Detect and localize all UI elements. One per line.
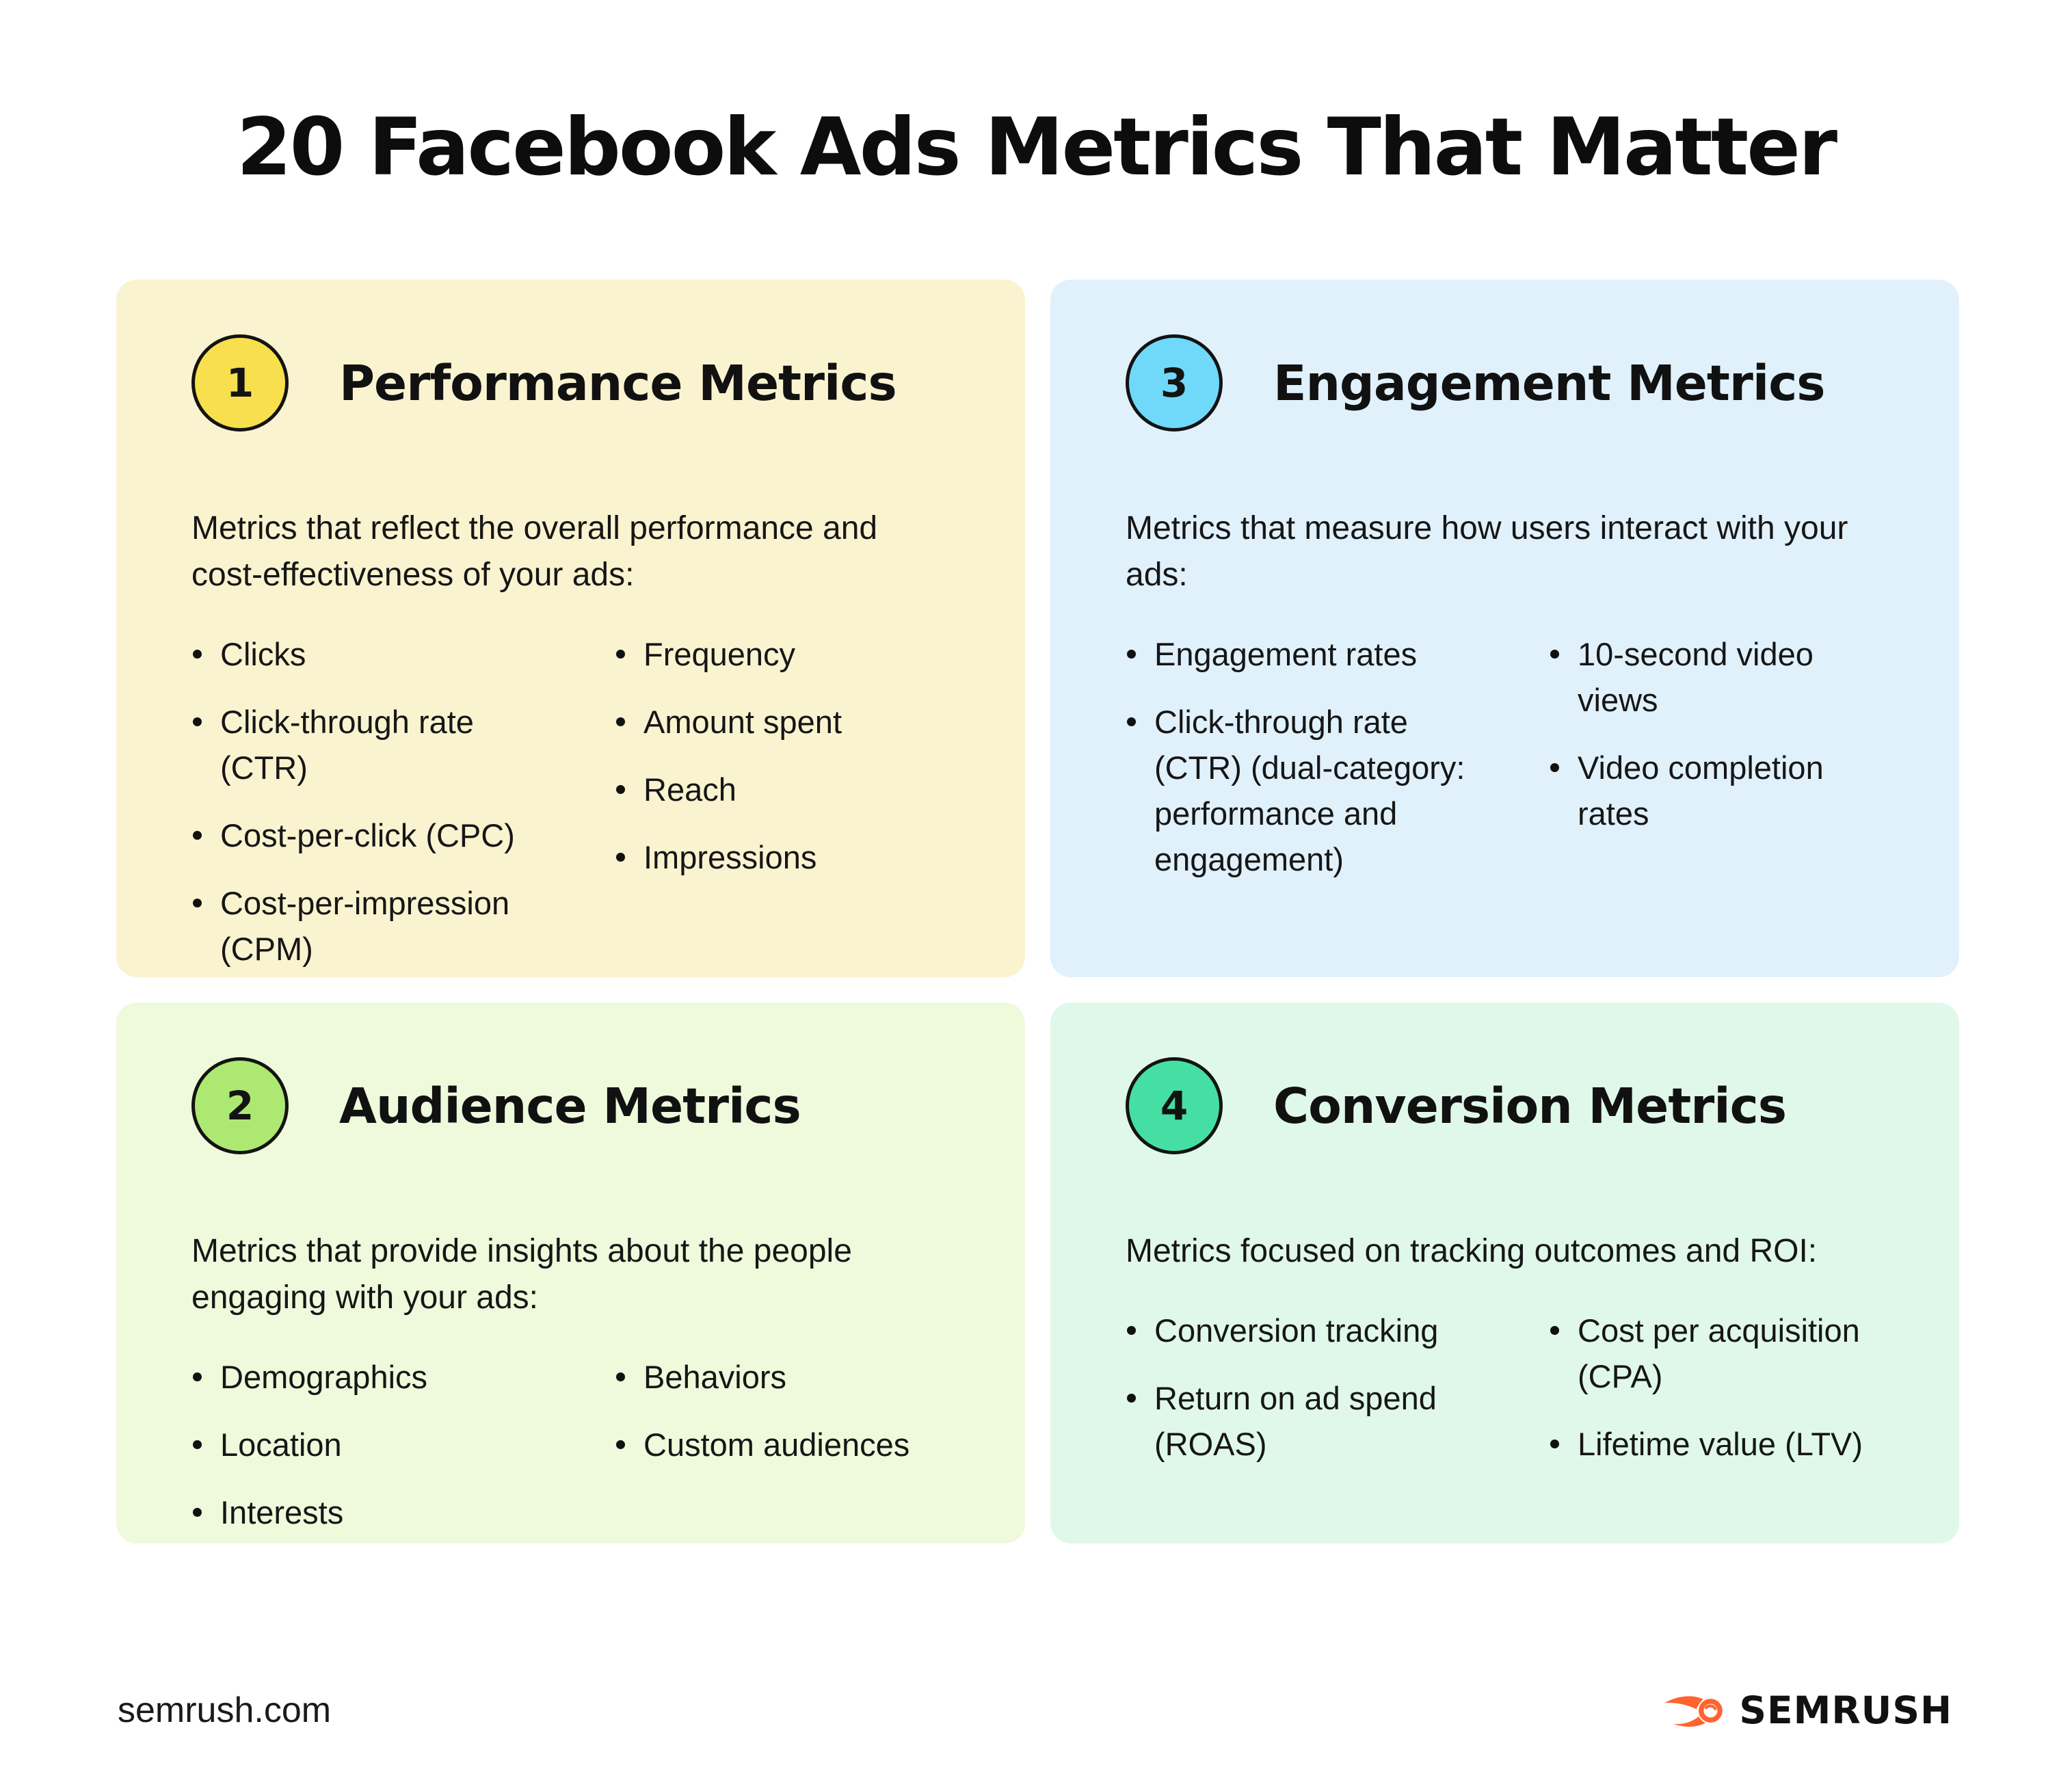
- card-description: Metrics that provide insights about the …: [191, 1233, 852, 1316]
- list-item: Cost per acquisition (CPA): [1549, 1308, 1884, 1399]
- card-header: 3 Engagement Metrics: [1126, 334, 1884, 432]
- number-badge: 2: [191, 1057, 289, 1154]
- list-item: Click-through rate (CTR): [191, 699, 560, 791]
- metric-lists: Clicks Click-through rate (CTR) Cost-per…: [191, 631, 950, 972]
- list-item: Video completion rates: [1549, 745, 1884, 836]
- metric-lists: Demographics Location Interests Behavior…: [191, 1354, 950, 1535]
- semrush-logo: SEMRUSH: [1664, 1688, 1952, 1732]
- number-badge: 3: [1126, 334, 1223, 432]
- list-item: Location: [191, 1422, 560, 1468]
- metric-list-left: Engagement rates Click-through rate (CTR…: [1126, 631, 1494, 882]
- list-item: Reach: [615, 767, 950, 812]
- list-item: Custom audiences: [615, 1422, 950, 1468]
- metric-list-right: 10-second video views Video completion r…: [1549, 631, 1884, 882]
- card-header: 4 Conversion Metrics: [1126, 1057, 1884, 1154]
- list-item: Engagement rates: [1126, 631, 1494, 677]
- list-item: Demographics: [191, 1354, 560, 1400]
- metric-list-left: Conversion tracking Return on ad spend (…: [1126, 1308, 1494, 1467]
- card-audience-metrics: 2 Audience Metrics Metrics that provide …: [116, 1003, 1025, 1543]
- list-item: Conversion tracking: [1126, 1308, 1494, 1353]
- list-item: Impressions: [615, 834, 950, 880]
- card-title: Engagement Metrics: [1273, 354, 1826, 412]
- semrush-flame-icon: [1664, 1696, 1723, 1727]
- list-item: Clicks: [191, 631, 560, 677]
- card-title: Audience Metrics: [339, 1077, 801, 1135]
- list-item: Return on ad spend (ROAS): [1126, 1375, 1494, 1467]
- metric-list-right: Behaviors Custom audiences: [615, 1354, 950, 1535]
- card-description: Metrics focused on tracking outcomes and…: [1126, 1233, 1818, 1269]
- card-engagement-metrics: 3 Engagement Metrics Metrics that measur…: [1050, 280, 1959, 977]
- card-performance-metrics: 1 Performance Metrics Metrics that refle…: [116, 280, 1025, 977]
- list-item: Cost-per-impression (CPM): [191, 880, 560, 972]
- metric-list-right: Cost per acquisition (CPA) Lifetime valu…: [1549, 1308, 1884, 1467]
- list-item: Amount spent: [615, 699, 950, 745]
- card-title: Performance Metrics: [339, 354, 897, 412]
- metric-list-right: Frequency Amount spent Reach Impressions: [615, 631, 950, 972]
- card-title: Conversion Metrics: [1273, 1077, 1787, 1135]
- number-badge: 4: [1126, 1057, 1223, 1154]
- footer: semrush.com SEMRUSH: [118, 1688, 1952, 1732]
- list-item: Cost-per-click (CPC): [191, 812, 560, 858]
- metric-list-left: Clicks Click-through rate (CTR) Cost-per…: [191, 631, 560, 972]
- website-url: semrush.com: [118, 1690, 332, 1730]
- metric-lists: Engagement rates Click-through rate (CTR…: [1126, 631, 1884, 882]
- card-description: Metrics that measure how users interact …: [1126, 510, 1848, 593]
- card-description: Metrics that reflect the overall perform…: [191, 510, 878, 593]
- list-item: Behaviors: [615, 1354, 950, 1400]
- metric-list-left: Demographics Location Interests: [191, 1354, 560, 1535]
- card-header: 2 Audience Metrics: [191, 1057, 950, 1154]
- list-item: 10-second video views: [1549, 631, 1884, 723]
- card-conversion-metrics: 4 Conversion Metrics Metrics focused on …: [1050, 1003, 1959, 1543]
- metric-lists: Conversion tracking Return on ad spend (…: [1126, 1308, 1884, 1467]
- list-item: Click-through rate (CTR) (dual-category:…: [1126, 699, 1494, 882]
- semrush-wordmark: SEMRUSH: [1739, 1688, 1952, 1732]
- number-badge: 1: [191, 334, 289, 432]
- page-title: 20 Facebook Ads Metrics That Matter: [236, 101, 1837, 194]
- cards-grid: 1 Performance Metrics Metrics that refle…: [116, 280, 1959, 1543]
- card-header: 1 Performance Metrics: [191, 334, 950, 432]
- list-item: Lifetime value (LTV): [1549, 1421, 1884, 1467]
- list-item: Interests: [191, 1489, 560, 1535]
- list-item: Frequency: [615, 631, 950, 677]
